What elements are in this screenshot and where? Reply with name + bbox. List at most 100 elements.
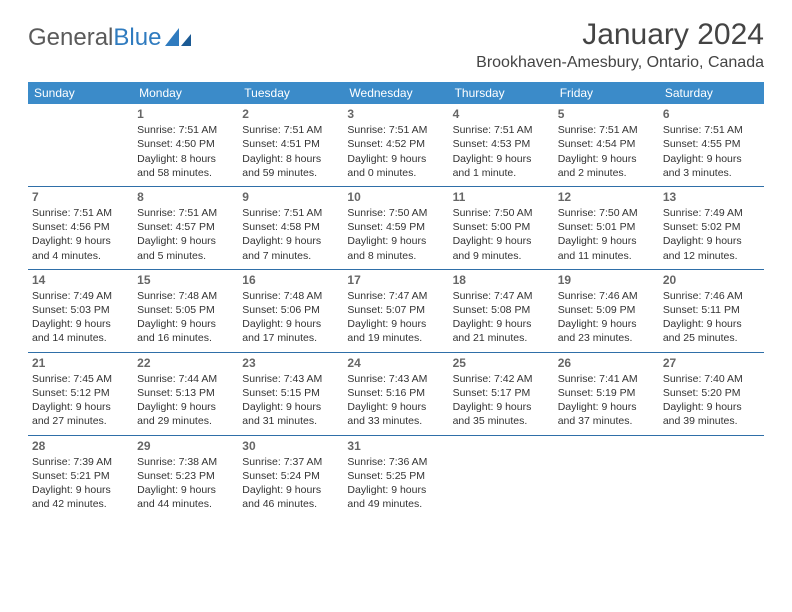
day-number: 26 <box>558 355 655 371</box>
sunset-text: Sunset: 5:25 PM <box>347 469 444 483</box>
sunset-text: Sunset: 5:00 PM <box>453 220 550 234</box>
calendar-day-cell <box>28 104 133 186</box>
calendar-day-cell: 15Sunrise: 7:48 AMSunset: 5:05 PMDayligh… <box>133 269 238 352</box>
weekday-header: Tuesday <box>238 82 343 104</box>
sunset-text: Sunset: 4:59 PM <box>347 220 444 234</box>
daylight-text: Daylight: 9 hours and 23 minutes. <box>558 317 655 345</box>
day-number: 24 <box>347 355 444 371</box>
day-number: 10 <box>347 189 444 205</box>
daylight-text: Daylight: 9 hours and 21 minutes. <box>453 317 550 345</box>
sunset-text: Sunset: 5:09 PM <box>558 303 655 317</box>
daylight-text: Daylight: 9 hours and 3 minutes. <box>663 152 760 180</box>
sunrise-text: Sunrise: 7:44 AM <box>137 372 234 386</box>
day-number: 17 <box>347 272 444 288</box>
header: GeneralBlue January 2024 Brookhaven-Ames… <box>28 18 764 72</box>
sunset-text: Sunset: 5:06 PM <box>242 303 339 317</box>
daylight-text: Daylight: 9 hours and 29 minutes. <box>137 400 234 428</box>
day-number: 23 <box>242 355 339 371</box>
sunset-text: Sunset: 5:03 PM <box>32 303 129 317</box>
daylight-text: Daylight: 9 hours and 27 minutes. <box>32 400 129 428</box>
calendar-day-cell <box>659 435 764 517</box>
sunrise-text: Sunrise: 7:48 AM <box>137 289 234 303</box>
sunset-text: Sunset: 4:50 PM <box>137 137 234 151</box>
daylight-text: Daylight: 9 hours and 49 minutes. <box>347 483 444 511</box>
month-title: January 2024 <box>476 18 764 52</box>
daylight-text: Daylight: 9 hours and 46 minutes. <box>242 483 339 511</box>
sunset-text: Sunset: 5:11 PM <box>663 303 760 317</box>
sunrise-text: Sunrise: 7:47 AM <box>347 289 444 303</box>
day-number: 9 <box>242 189 339 205</box>
day-number: 5 <box>558 106 655 122</box>
sunset-text: Sunset: 5:17 PM <box>453 386 550 400</box>
title-block: January 2024 Brookhaven-Amesbury, Ontari… <box>476 18 764 72</box>
day-number: 14 <box>32 272 129 288</box>
sunrise-text: Sunrise: 7:51 AM <box>137 206 234 220</box>
sunset-text: Sunset: 4:57 PM <box>137 220 234 234</box>
calendar-day-cell: 29Sunrise: 7:38 AMSunset: 5:23 PMDayligh… <box>133 435 238 517</box>
sunrise-text: Sunrise: 7:46 AM <box>663 289 760 303</box>
daylight-text: Daylight: 9 hours and 8 minutes. <box>347 234 444 262</box>
sunset-text: Sunset: 5:23 PM <box>137 469 234 483</box>
day-number: 7 <box>32 189 129 205</box>
weekday-header: Thursday <box>449 82 554 104</box>
sunrise-text: Sunrise: 7:51 AM <box>242 123 339 137</box>
day-number: 16 <box>242 272 339 288</box>
logo-text-blue: Blue <box>113 24 161 52</box>
daylight-text: Daylight: 9 hours and 16 minutes. <box>137 317 234 345</box>
day-number: 8 <box>137 189 234 205</box>
calendar-day-cell: 3Sunrise: 7:51 AMSunset: 4:52 PMDaylight… <box>343 104 448 186</box>
sunrise-text: Sunrise: 7:46 AM <box>558 289 655 303</box>
day-number: 22 <box>137 355 234 371</box>
logo-sail-icon <box>165 28 191 48</box>
daylight-text: Daylight: 9 hours and 1 minute. <box>453 152 550 180</box>
calendar-day-cell: 26Sunrise: 7:41 AMSunset: 5:19 PMDayligh… <box>554 352 659 435</box>
daylight-text: Daylight: 9 hours and 33 minutes. <box>347 400 444 428</box>
daylight-text: Daylight: 9 hours and 19 minutes. <box>347 317 444 345</box>
day-number: 6 <box>663 106 760 122</box>
sunrise-text: Sunrise: 7:50 AM <box>558 206 655 220</box>
day-number: 15 <box>137 272 234 288</box>
calendar-day-cell: 1Sunrise: 7:51 AMSunset: 4:50 PMDaylight… <box>133 104 238 186</box>
calendar-day-cell: 8Sunrise: 7:51 AMSunset: 4:57 PMDaylight… <box>133 186 238 269</box>
logo: GeneralBlue <box>28 24 191 52</box>
calendar-week-row: 7Sunrise: 7:51 AMSunset: 4:56 PMDaylight… <box>28 186 764 269</box>
calendar-day-cell: 27Sunrise: 7:40 AMSunset: 5:20 PMDayligh… <box>659 352 764 435</box>
day-number: 30 <box>242 438 339 454</box>
calendar-day-cell: 18Sunrise: 7:47 AMSunset: 5:08 PMDayligh… <box>449 269 554 352</box>
daylight-text: Daylight: 9 hours and 17 minutes. <box>242 317 339 345</box>
sunset-text: Sunset: 5:20 PM <box>663 386 760 400</box>
daylight-text: Daylight: 9 hours and 39 minutes. <box>663 400 760 428</box>
sunrise-text: Sunrise: 7:39 AM <box>32 455 129 469</box>
calendar-day-cell: 10Sunrise: 7:50 AMSunset: 4:59 PMDayligh… <box>343 186 448 269</box>
sunrise-text: Sunrise: 7:43 AM <box>347 372 444 386</box>
day-number: 1 <box>137 106 234 122</box>
sunrise-text: Sunrise: 7:45 AM <box>32 372 129 386</box>
weekday-header-row: Sunday Monday Tuesday Wednesday Thursday… <box>28 82 764 104</box>
calendar-week-row: 21Sunrise: 7:45 AMSunset: 5:12 PMDayligh… <box>28 352 764 435</box>
sunset-text: Sunset: 5:16 PM <box>347 386 444 400</box>
day-number: 2 <box>242 106 339 122</box>
day-number: 13 <box>663 189 760 205</box>
sunrise-text: Sunrise: 7:42 AM <box>453 372 550 386</box>
calendar-day-cell: 28Sunrise: 7:39 AMSunset: 5:21 PMDayligh… <box>28 435 133 517</box>
daylight-text: Daylight: 9 hours and 37 minutes. <box>558 400 655 428</box>
sunset-text: Sunset: 4:55 PM <box>663 137 760 151</box>
calendar-day-cell: 20Sunrise: 7:46 AMSunset: 5:11 PMDayligh… <box>659 269 764 352</box>
calendar-day-cell: 23Sunrise: 7:43 AMSunset: 5:15 PMDayligh… <box>238 352 343 435</box>
sunrise-text: Sunrise: 7:38 AM <box>137 455 234 469</box>
daylight-text: Daylight: 9 hours and 7 minutes. <box>242 234 339 262</box>
daylight-text: Daylight: 9 hours and 12 minutes. <box>663 234 760 262</box>
sunset-text: Sunset: 5:02 PM <box>663 220 760 234</box>
sunrise-text: Sunrise: 7:51 AM <box>32 206 129 220</box>
sunrise-text: Sunrise: 7:37 AM <box>242 455 339 469</box>
calendar-day-cell: 21Sunrise: 7:45 AMSunset: 5:12 PMDayligh… <box>28 352 133 435</box>
calendar-day-cell: 12Sunrise: 7:50 AMSunset: 5:01 PMDayligh… <box>554 186 659 269</box>
day-number: 28 <box>32 438 129 454</box>
sunrise-text: Sunrise: 7:49 AM <box>32 289 129 303</box>
calendar-day-cell: 17Sunrise: 7:47 AMSunset: 5:07 PMDayligh… <box>343 269 448 352</box>
calendar-day-cell: 22Sunrise: 7:44 AMSunset: 5:13 PMDayligh… <box>133 352 238 435</box>
daylight-text: Daylight: 8 hours and 58 minutes. <box>137 152 234 180</box>
sunset-text: Sunset: 5:01 PM <box>558 220 655 234</box>
daylight-text: Daylight: 9 hours and 31 minutes. <box>242 400 339 428</box>
calendar-week-row: 28Sunrise: 7:39 AMSunset: 5:21 PMDayligh… <box>28 435 764 517</box>
